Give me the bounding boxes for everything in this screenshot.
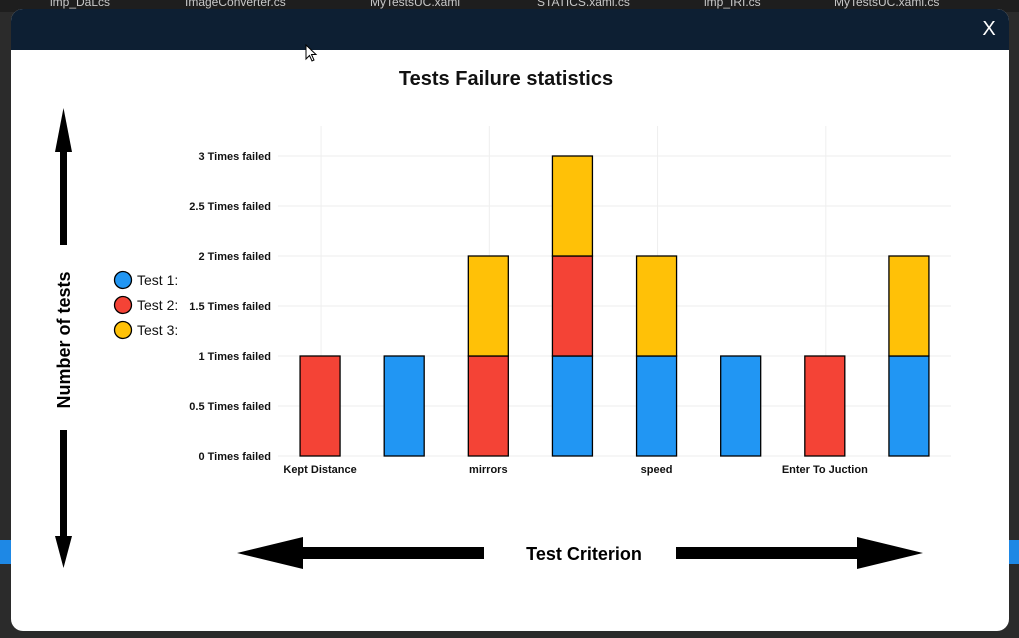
background-tab: ImageConverter.cs xyxy=(185,0,286,9)
x-tick-label: Kept Distance xyxy=(283,464,356,476)
y-tick-label: 2 Times failed xyxy=(198,251,271,263)
background-highlight xyxy=(0,540,12,564)
legend-label: Test 3: xyxy=(137,322,178,338)
statistics-dialog: X Tests Failure statistics Number of tes… xyxy=(11,9,1009,631)
bar-segment xyxy=(635,355,678,457)
x-axis-arrow xyxy=(237,537,923,569)
legend-label: Test 1: xyxy=(137,272,178,288)
chart-bars xyxy=(299,155,930,457)
chart-grid xyxy=(278,126,951,457)
close-button[interactable]: X xyxy=(982,18,996,40)
bar-segment xyxy=(551,155,594,257)
x-tick-labels: Kept Distance mirrors speed Enter To Juctio… xyxy=(283,464,868,476)
bar-segment xyxy=(888,255,930,357)
dialog-titlebar: X xyxy=(11,9,1009,50)
x-axis-label: Test Criterion xyxy=(526,544,642,564)
legend-swatch xyxy=(113,295,133,315)
y-tick-label: 0.5 Times failed xyxy=(189,401,271,413)
y-tick-label: 0 Times failed xyxy=(198,451,271,463)
bar-segment xyxy=(551,355,594,457)
legend-swatch xyxy=(113,270,133,290)
bar-segment xyxy=(551,255,594,357)
y-tick-labels: 0 Times failed 0.5 Times failed 1 Times fa… xyxy=(189,151,271,463)
background-tab: MyTestsUC.xaml.cs xyxy=(834,0,940,9)
bar-segment xyxy=(467,255,509,357)
legend-swatch xyxy=(113,320,133,340)
y-axis-label: Number of tests xyxy=(54,271,74,408)
x-tick-label: Enter To Juction xyxy=(782,464,868,476)
chart-canvas: Tests Failure statistics Number of tests… xyxy=(54,68,951,569)
background-tab: imp_IRI.cs xyxy=(704,0,761,9)
y-tick-label: 1.5 Times failed xyxy=(189,301,271,313)
mouse-cursor-icon xyxy=(305,44,318,62)
x-tick-label: mirrors xyxy=(469,464,508,476)
background-tab: MyTestsUC.xaml xyxy=(370,0,461,9)
bar-segment xyxy=(720,355,762,457)
y-axis-arrow xyxy=(55,108,72,568)
chart-title: Tests Failure statistics xyxy=(399,68,613,90)
bar-segment xyxy=(635,255,678,357)
y-tick-label: 1 Times failed xyxy=(198,351,271,363)
legend-label: Test 2: xyxy=(137,297,178,313)
chart-legend: Test 1: Test 2: Test 3: xyxy=(113,270,178,340)
bar-segment xyxy=(383,355,425,457)
x-tick-label: speed xyxy=(641,464,673,476)
bar-segment xyxy=(888,355,930,457)
y-tick-label: 3 Times failed xyxy=(198,151,271,163)
bar-segment xyxy=(467,355,509,457)
background-tab: imp_DaLcs xyxy=(50,0,111,9)
y-tick-label: 2.5 Times failed xyxy=(189,201,271,213)
bar-segment xyxy=(804,355,846,457)
bar-segment xyxy=(299,355,341,457)
background-tab: STATICS.xaml.cs xyxy=(537,0,630,9)
background-highlight xyxy=(1007,540,1019,564)
